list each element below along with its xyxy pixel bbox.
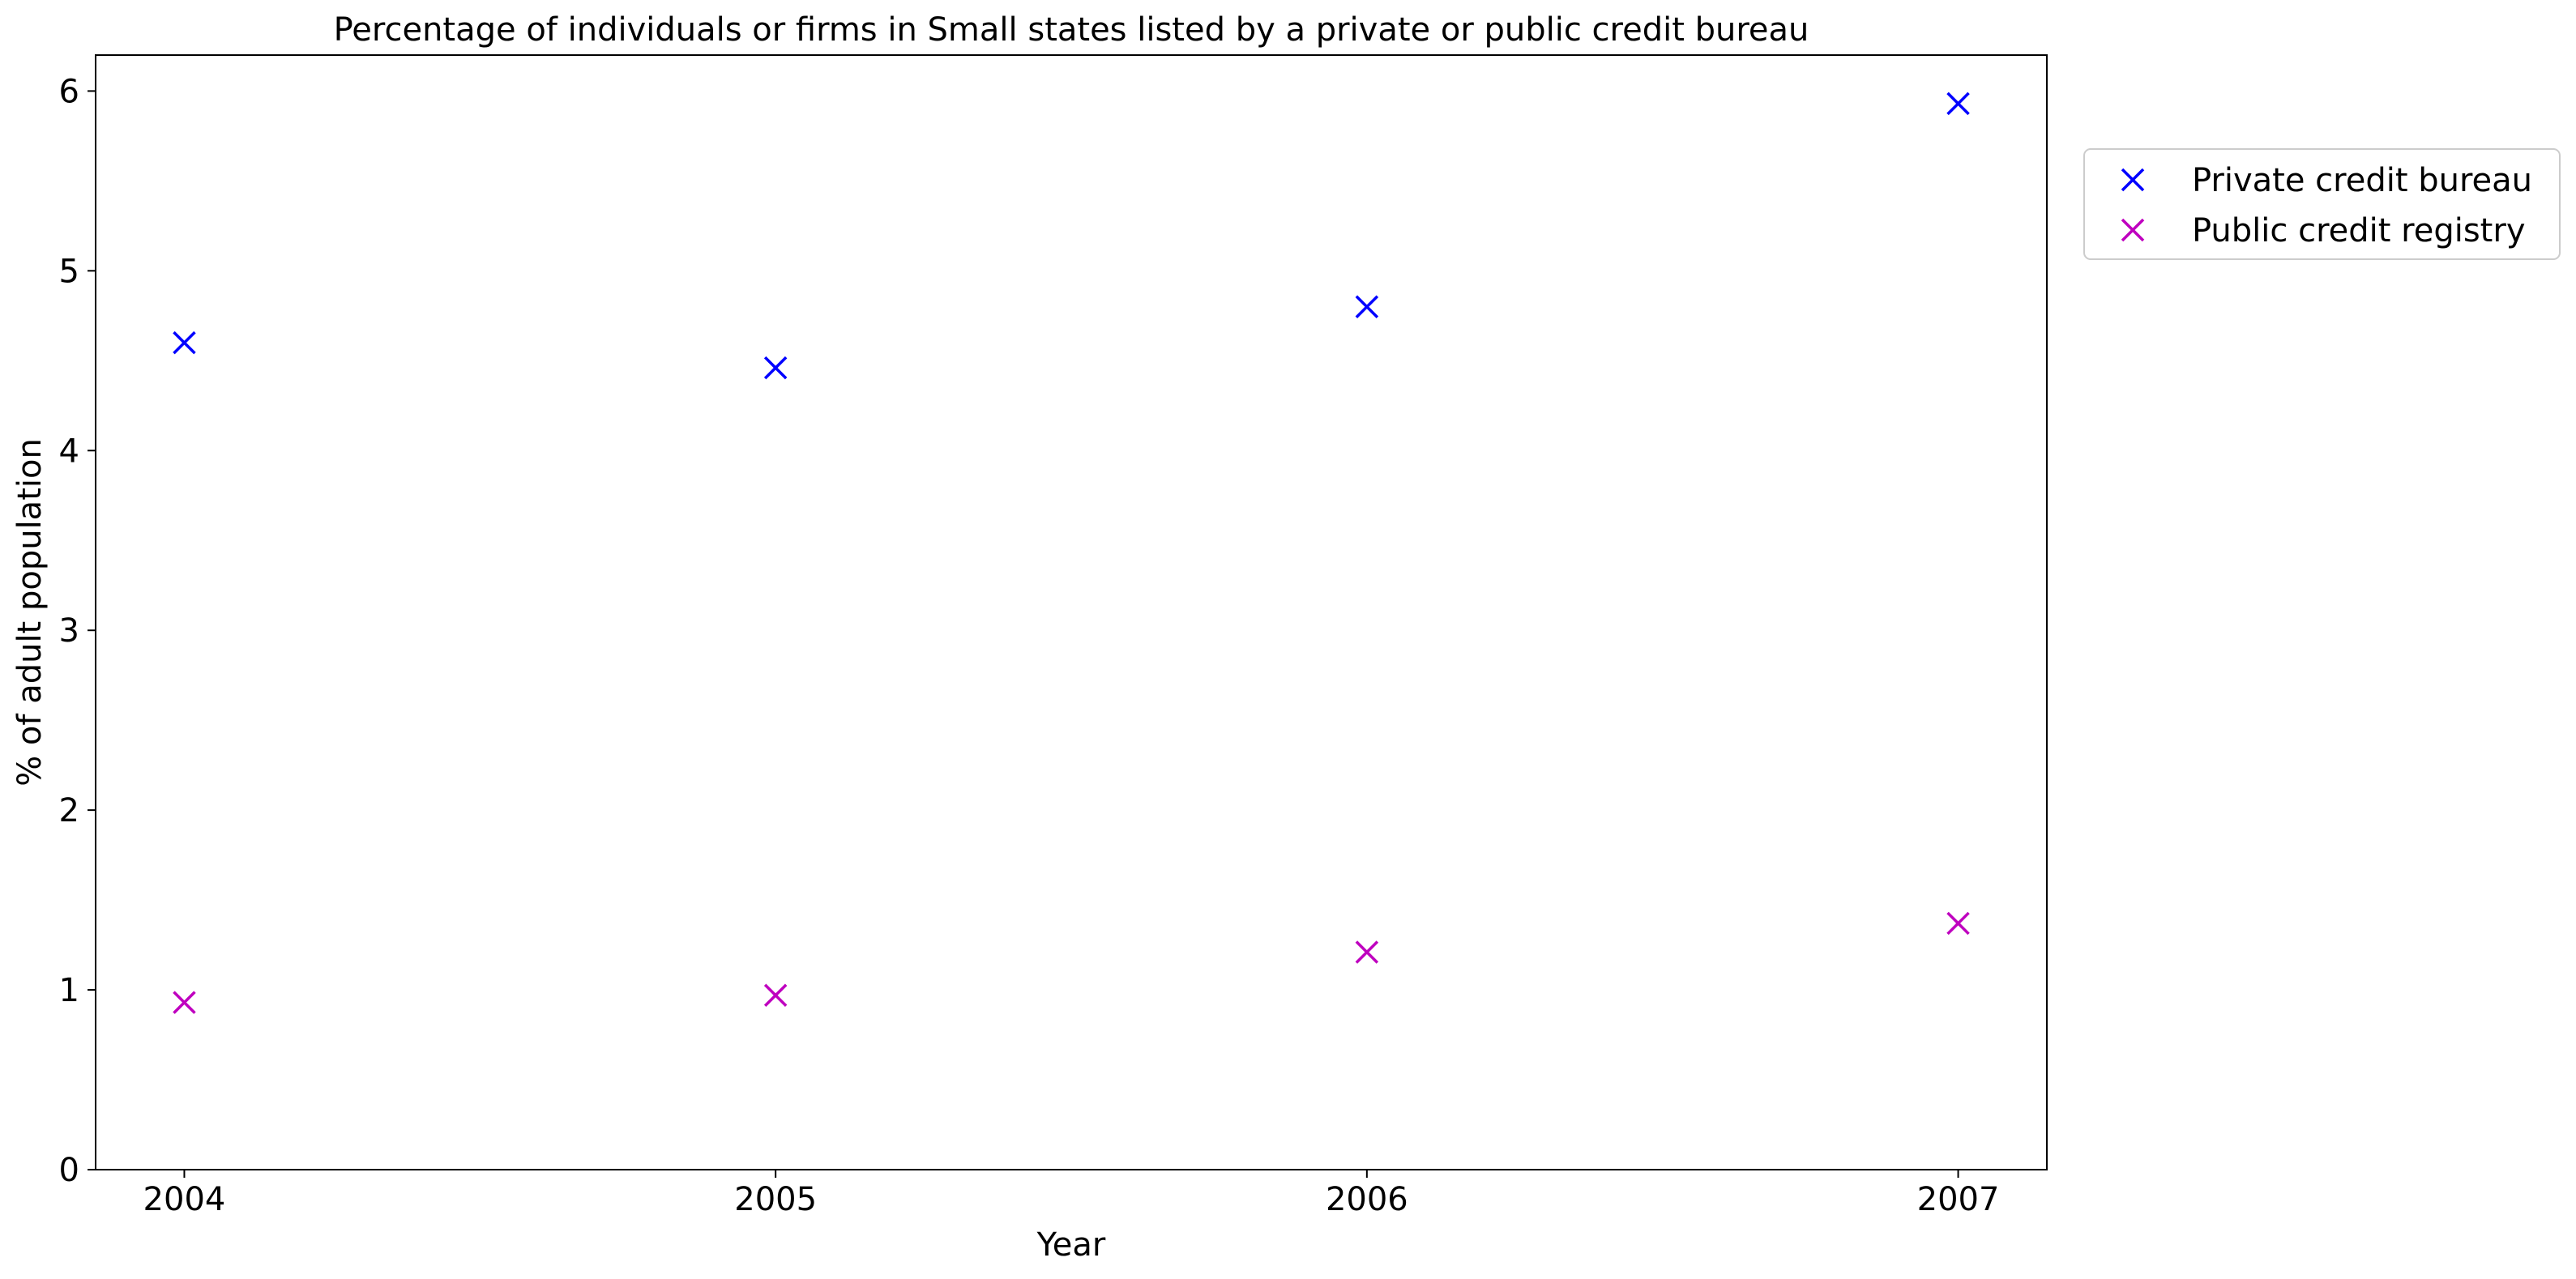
- x-tick-label: 2007: [1917, 1181, 2000, 1218]
- x-axis-label: Year: [1036, 1226, 1106, 1264]
- chart-title: Percentage of individuals or firms in Sm…: [334, 11, 1809, 49]
- data-point-private-2007: [1946, 92, 1970, 116]
- x-tick-label: 2006: [1326, 1181, 1408, 1218]
- legend-label-private: Private credit bureau: [2192, 162, 2532, 199]
- plot-area: [95, 54, 2048, 1170]
- data-point-public-2006: [1355, 940, 1379, 964]
- y-tick-label: 1: [59, 972, 79, 1009]
- y-tick-label: 4: [59, 433, 79, 470]
- y-tick-label: 6: [59, 73, 79, 110]
- x-tick-label: 2004: [143, 1181, 226, 1218]
- data-point-private-2005: [763, 356, 788, 380]
- data-point-public-2005: [763, 983, 788, 1007]
- legend-marker-private: [2121, 168, 2145, 192]
- data-point-public-2004: [173, 991, 196, 1014]
- legend-marker-public: [2121, 218, 2145, 242]
- data-point-private-2006: [1355, 295, 1379, 318]
- y-axis: 0 1 2 3 4 5 6: [59, 73, 96, 1189]
- data-point-public-2007: [1946, 911, 1970, 936]
- scatter-markers: [173, 92, 1970, 1014]
- x-tick-label: 2005: [734, 1181, 817, 1218]
- y-tick-label: 5: [59, 253, 79, 290]
- legend: Private credit bureau Public credit regis…: [2083, 148, 2561, 260]
- y-tick-label: 2: [59, 792, 79, 829]
- legend-label-public: Public credit registry: [2192, 212, 2525, 249]
- y-axis-label: % of adult population: [11, 438, 49, 787]
- x-axis: 2004 2005 2006 2007: [143, 1170, 2000, 1218]
- y-tick-label: 3: [59, 612, 79, 650]
- legend-frame: [2083, 148, 2561, 260]
- data-point-private-2004: [173, 330, 196, 355]
- y-tick-label: 0: [59, 1152, 79, 1189]
